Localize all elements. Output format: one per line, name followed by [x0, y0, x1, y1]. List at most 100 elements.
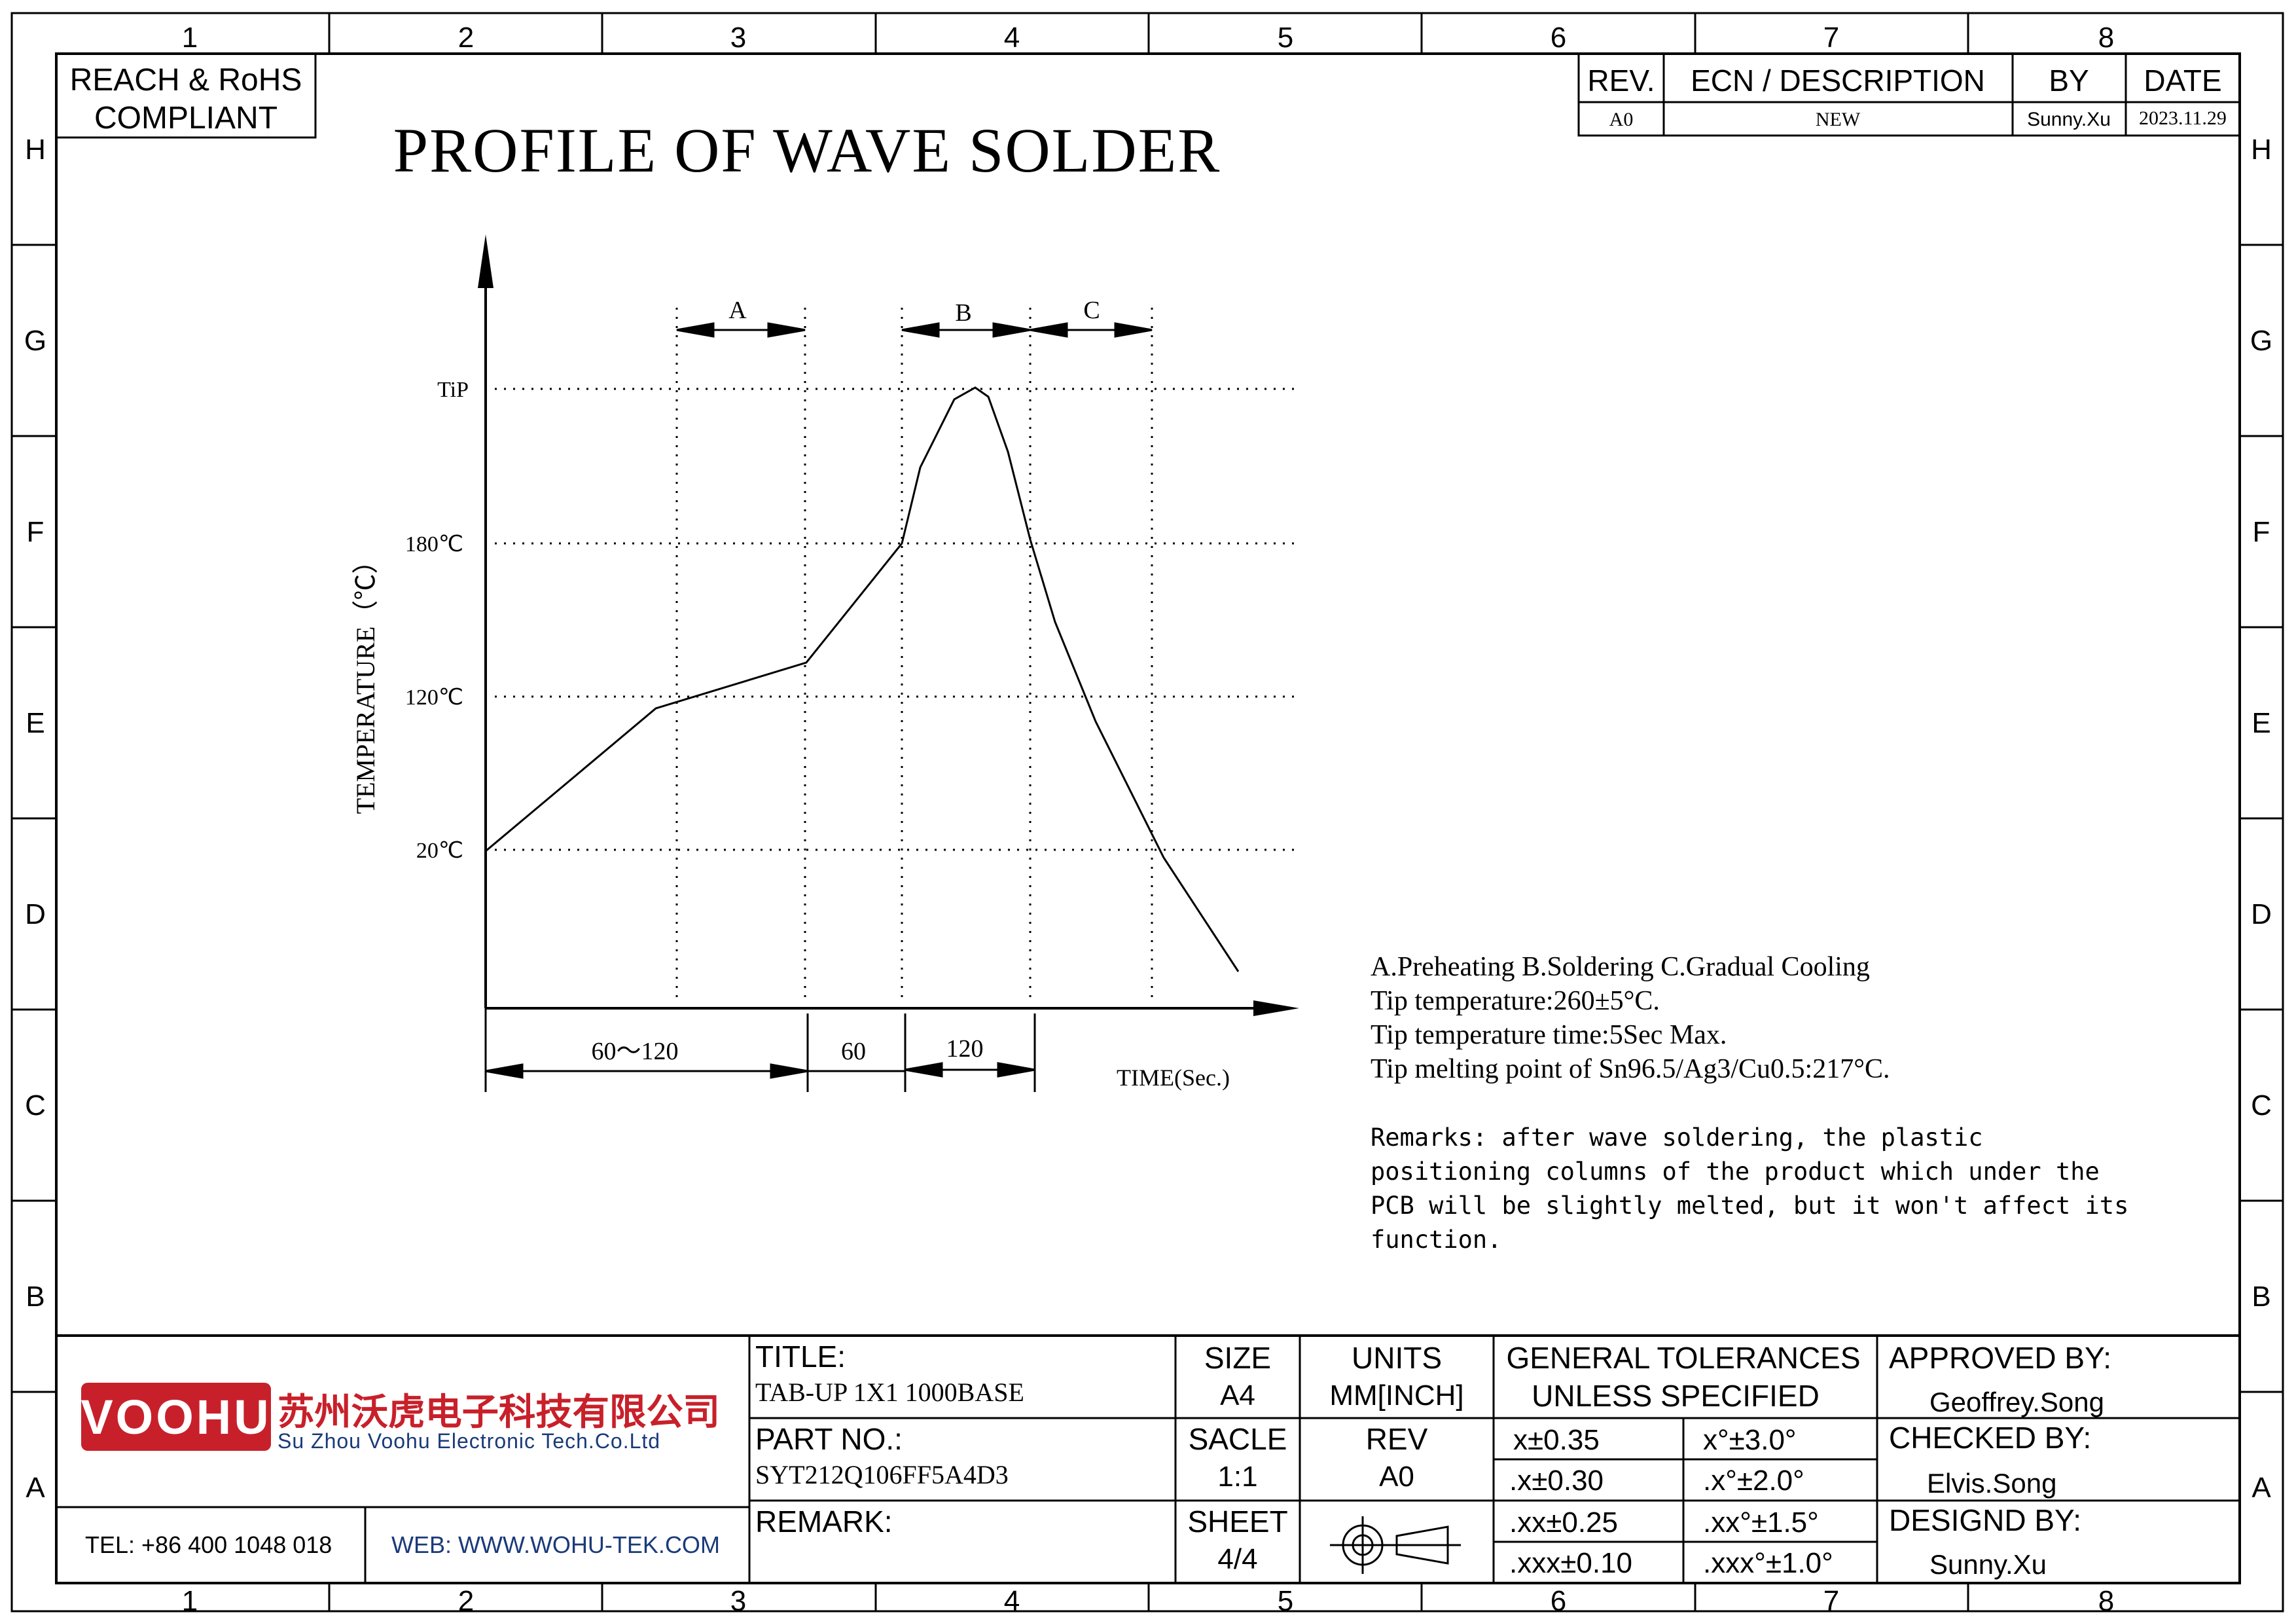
scale-label: SACLE [1189, 1422, 1287, 1456]
row-label: B [2251, 1281, 2270, 1313]
checked-label: CHECKED BY: [1889, 1421, 2091, 1455]
remark-line: PCB will be slightly melted, but it won'… [1371, 1192, 2128, 1220]
compliance-line2: COMPLIANT [94, 101, 278, 136]
date-header: DATE [2144, 64, 2221, 98]
column-label: 4 [1004, 1585, 1020, 1617]
row-label: D [25, 898, 46, 930]
column-label: 5 [1278, 1585, 1293, 1617]
phase-label-b: B [955, 299, 971, 327]
profile-chart: TiP 180℃ 120℃ 20℃ TEMPERATURE（℃） A B C [351, 234, 1299, 1092]
y-tick-label-tip: TiP [437, 378, 469, 402]
tolerance-linear: .xxx±0.10 [1509, 1547, 1632, 1579]
rev-header: REV. [1587, 64, 1655, 98]
sheet-label: SHEET [1187, 1504, 1287, 1539]
phase-label-a: A [728, 297, 747, 324]
company-web: WEB: WWW.WOHU-TEK.COM [391, 1531, 720, 1558]
company-name-en: Su Zhou Voohu Electronic Tech.Co.Ltd [278, 1429, 660, 1453]
temperature-gridlines [495, 388, 1297, 851]
remark-label: REMARK: [755, 1504, 893, 1539]
phase-label-c: C [1083, 297, 1100, 324]
logo-text: VOOHU [81, 1390, 271, 1444]
row-label: F [27, 516, 45, 548]
ecn-value: NEW [1816, 109, 1861, 130]
x-axis-title: TIME(Sec.) [1117, 1065, 1230, 1091]
remark-line: function. [1371, 1226, 1501, 1254]
remark-line: positioning columns of the product which… [1371, 1158, 2100, 1186]
phase-arrows [676, 322, 1153, 338]
phase-gridlines [675, 308, 1153, 1002]
scale-value: 1:1 [1217, 1461, 1257, 1493]
revision-table: REV. ECN / DESCRIPTION BY DATE A0 NEW Su… [1577, 52, 2241, 137]
row-label: F [2253, 516, 2270, 548]
row-label: A [2251, 1472, 2271, 1504]
y-tick-label-20: 20℃ [416, 839, 463, 863]
tolerances-heading-2: UNLESS SPECIFIED [1532, 1379, 1820, 1413]
row-label: E [26, 707, 45, 739]
column-label: 6 [1551, 22, 1566, 54]
row-label: A [26, 1472, 45, 1504]
note-tip-time: Tip temperature time:5Sec Max. [1371, 1020, 1727, 1050]
size-label: SIZE [1204, 1341, 1271, 1375]
designed-value: Sunny.Xu [1929, 1549, 2047, 1580]
remark-line: Remarks: after wave soldering, the plast… [1371, 1123, 1983, 1152]
column-label: 7 [1823, 1585, 1839, 1617]
part-no-label: PART NO.: [755, 1422, 903, 1456]
note-tip-temperature: Tip temperature:260±5°C. [1371, 986, 1660, 1016]
row-label: G [2250, 325, 2272, 357]
title-value: TAB-UP 1X1 1000BASE [755, 1377, 1024, 1407]
size-value: A4 [1220, 1379, 1255, 1412]
tolerances-heading-1: GENERAL TOLERANCES [1506, 1341, 1860, 1375]
column-label: 5 [1278, 22, 1293, 54]
column-label: 3 [730, 1585, 746, 1617]
column-label: 1 [182, 1585, 198, 1617]
part-no-value: SYT212Q106FF5A4D3 [755, 1460, 1009, 1489]
note-legend: A.Preheating B.Soldering C.Gradual Cooli… [1371, 952, 1870, 982]
column-dividers [328, 13, 1969, 1611]
column-label: 6 [1551, 1585, 1566, 1617]
outer-frame [10, 12, 2284, 1613]
time-segment-peak: 120 [946, 1035, 984, 1063]
column-labels: 1 2 3 4 5 6 7 8 1 2 3 4 5 6 7 8 [182, 22, 2114, 1617]
tolerance-linear: .x±0.30 [1509, 1465, 1604, 1497]
column-label: 2 [458, 22, 474, 54]
units-label: UNITS [1352, 1341, 1442, 1375]
column-label: 1 [182, 22, 198, 54]
row-label: G [24, 325, 46, 357]
by-header: BY [2049, 64, 2089, 98]
projection-symbol-icon [1330, 1516, 1461, 1574]
tolerance-linear: .xx±0.25 [1509, 1506, 1618, 1539]
column-label: 8 [2098, 1585, 2114, 1617]
date-value: 2023.11.29 [2139, 107, 2227, 129]
row-label: B [26, 1281, 45, 1313]
sheet-value: 4/4 [1217, 1543, 1257, 1575]
tolerance-linear: x±0.35 [1513, 1424, 1600, 1456]
x-axis-arrow [1253, 1000, 1299, 1016]
tolerance-angular: .x°±2.0° [1703, 1465, 1804, 1497]
row-label: H [25, 134, 46, 166]
units-value: MM[INCH] [1329, 1379, 1463, 1412]
compliance-box: REACH & RoHS COMPLIANT [55, 52, 317, 139]
rev-value: A0 [1379, 1461, 1414, 1493]
y-axis-arrow [478, 234, 493, 288]
designed-label: DESIGND BY: [1889, 1503, 2081, 1537]
title-block: VOOHU 苏州沃虎电子科技有限公司 Su Zhou Voohu Electro… [56, 1334, 2240, 1583]
column-label: 2 [458, 1585, 474, 1617]
compliance-line1: REACH & RoHS [70, 63, 302, 98]
approved-label: APPROVED BY: [1889, 1341, 2111, 1375]
y-axis-title: TEMPERATURE（℃） [351, 548, 380, 814]
notes: A.Preheating B.Soldering C.Gradual Cooli… [1371, 952, 1890, 1084]
column-label: 8 [2098, 22, 2114, 54]
column-label: 7 [1823, 22, 1839, 54]
time-dimensions [484, 1008, 1036, 1092]
company-name-cn: 苏州沃虎电子科技有限公司 [278, 1391, 720, 1432]
time-segment-soak: 60 [841, 1038, 866, 1065]
row-label: C [2251, 1089, 2272, 1122]
company-tel: TEL: +86 400 1048 018 [85, 1531, 332, 1558]
title-label: TITLE: [755, 1340, 846, 1374]
note-melting-point: Tip melting point of Sn96.5/Ag3/Cu0.5:21… [1371, 1054, 1890, 1084]
tolerance-angular: x°±3.0° [1703, 1424, 1797, 1456]
rev-value: A0 [1609, 109, 1634, 130]
y-tick-label-120: 120℃ [405, 685, 463, 710]
ecn-header: ECN / DESCRIPTION [1691, 64, 1985, 98]
remarks: Remarks: after wave soldering, the plast… [1371, 1123, 2128, 1254]
